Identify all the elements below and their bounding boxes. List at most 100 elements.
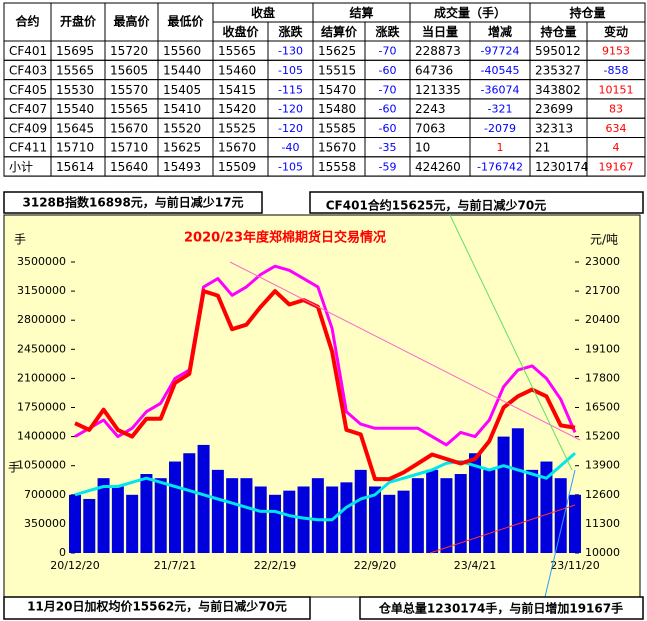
table-value: 15625 [318, 44, 356, 58]
contract-note: CF401合约15625元，与前日减少70元 [326, 198, 547, 213]
table-value: CF409 [9, 121, 47, 135]
table-value: 15565 [56, 63, 94, 77]
table-value: -35 [379, 141, 397, 154]
table-value: 1230174 [535, 160, 588, 174]
header-label: 收盘价 [222, 24, 259, 39]
table-value: 235327 [535, 63, 581, 77]
table-value: 15710 [56, 141, 94, 155]
table-value: -2079 [484, 122, 516, 135]
header-label: 当日量 [422, 24, 458, 39]
chart-title: 2020/23年度郑棉期货日交易情况 [184, 230, 386, 246]
table-value: 15470 [318, 83, 356, 97]
average-note: 11月20日加权均价15562元，与前日减少70元 [27, 599, 287, 614]
table-value: 15405 [163, 83, 201, 97]
table-value: CF411 [9, 141, 47, 155]
table-value: 15625 [163, 141, 201, 155]
volume-bar [169, 461, 181, 553]
table-value: 15460 [218, 63, 256, 77]
plot: 0 350000 700000 1050000 1400000 1750000 210000… [17, 255, 620, 572]
volume-bar [397, 490, 410, 553]
table-value: -97724 [481, 45, 520, 58]
volume-bar [297, 486, 310, 553]
table-value: 4 [613, 141, 620, 154]
table-value: -176742 [477, 160, 523, 173]
table-value: CF401 [9, 44, 47, 58]
y-tick-label: 3150000 [17, 284, 66, 297]
header-label: 涨跌 [278, 24, 303, 39]
table-value: 121335 [415, 83, 461, 97]
warehouse-note: 仓单总量1230174手，与前日增加19167手 [378, 601, 623, 616]
table-value: 23699 [535, 102, 573, 116]
volume-bar [269, 494, 281, 553]
table-value: 15440 [163, 63, 201, 77]
y2-tick-label: 21700 [585, 284, 620, 297]
table-value: -115 [278, 83, 303, 96]
x-tick-label: 22/2/19 [254, 559, 296, 572]
note-box [3, 191, 263, 214]
volume-bar [254, 486, 267, 553]
table-value: 15640 [110, 160, 148, 174]
volume-bar [111, 486, 124, 553]
price-line [74, 289, 576, 482]
table-value: -60 [379, 122, 397, 135]
table-value: 15540 [56, 102, 94, 116]
table-value: 15530 [56, 83, 94, 97]
volume-bar [511, 428, 524, 553]
table-value: 15670 [218, 141, 256, 155]
volume-bar [83, 498, 96, 553]
table-value: CF403 [9, 63, 47, 77]
table-value: 15515 [318, 63, 356, 77]
index-note: 3128B指数16898元，与前日减少17元 [23, 195, 244, 210]
volume-bar [197, 444, 210, 553]
table-value: 343802 [535, 83, 581, 97]
table-value: 15415 [218, 83, 256, 97]
table-value: 634 [606, 122, 627, 135]
table-value: 15614 [56, 160, 94, 174]
y2-tick-label: 20400 [585, 313, 620, 326]
note-box [359, 596, 644, 620]
volume-bar [383, 494, 396, 553]
volume-bar [211, 469, 224, 553]
header-label: 成交量（手） [434, 5, 506, 20]
y-axis-label: 手 [8, 461, 20, 475]
y2-tick-label: 17800 [585, 371, 620, 384]
y2-axis-label: 元/吨 [590, 233, 618, 247]
x-tick-label: 20/12/20 [50, 559, 99, 572]
volume-bar [340, 482, 353, 553]
y-tick-label: 0 [59, 546, 66, 559]
x-tick-label: 22/9/20 [354, 559, 396, 572]
table-value: -40 [282, 141, 300, 154]
y2-tick-label: 15200 [585, 430, 620, 443]
table-value: -105 [278, 160, 303, 173]
table-value: -60 [379, 103, 397, 116]
table-value: 228873 [415, 44, 461, 58]
table-value: 32313 [535, 121, 573, 135]
quote-table: 合约 开盘价 最高价 最低价收盘 结算 成交量（手） 持仓量收盘价 涨跌 结算价 涨跌 当日量 增减持… [3, 2, 646, 177]
table-value: 15570 [110, 83, 148, 97]
table-value: CF405 [9, 83, 47, 97]
y2-tick-label: 13900 [585, 459, 620, 472]
table-value: 1 [497, 141, 504, 154]
table-value: 15720 [110, 44, 148, 58]
header-label: 合约 [15, 14, 39, 29]
y2-tick-label: 10000 [585, 546, 620, 559]
table-value: 424260 [415, 160, 461, 174]
trend-line [229, 261, 581, 441]
volume-bar [526, 469, 539, 553]
table-value: 10 [415, 141, 430, 155]
y2-tick-label: 11300 [585, 517, 620, 530]
note-box [3, 596, 311, 620]
table-value: 21 [535, 141, 550, 155]
volume-bar [311, 478, 324, 553]
volume-bar [283, 490, 296, 553]
table-value: -130 [278, 45, 303, 58]
table-value: -120 [278, 103, 303, 116]
y-tick-label: 2100000 [17, 371, 66, 384]
table-value: 595012 [535, 44, 581, 58]
header-label: 最低价 [167, 14, 204, 29]
table-value: 15710 [110, 141, 148, 155]
header-label: 收盘 [251, 5, 275, 20]
table-value: 15480 [318, 102, 356, 116]
table-value: -858 [604, 64, 629, 77]
